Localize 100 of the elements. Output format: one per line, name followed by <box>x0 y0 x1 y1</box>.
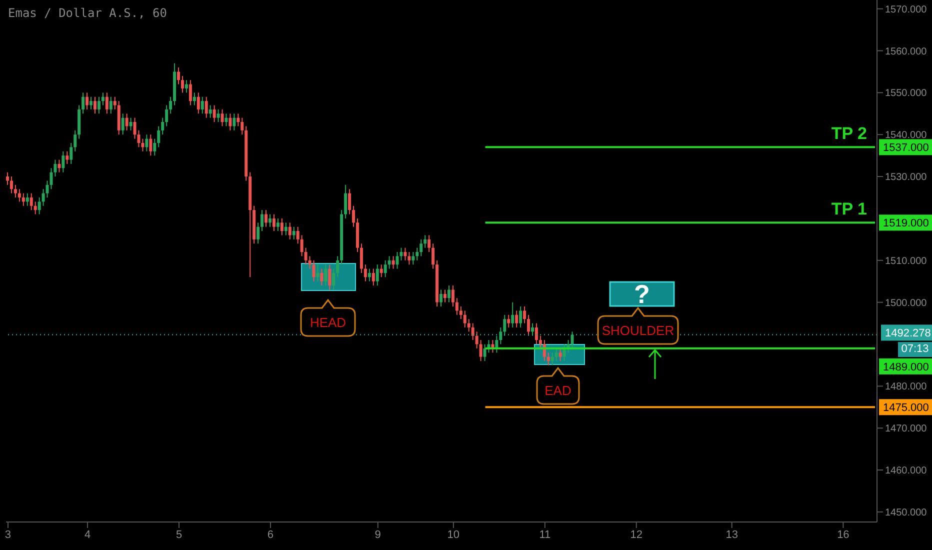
candlestick <box>404 247 407 261</box>
candlestick <box>554 348 558 362</box>
candlestick <box>538 335 542 349</box>
question-box: ? <box>609 281 675 307</box>
candlestick <box>177 67 180 85</box>
candlestick <box>208 104 212 118</box>
candlestick <box>292 226 296 240</box>
candlestick <box>204 96 208 118</box>
candlestick <box>447 285 450 303</box>
x-tick-label: 6 <box>267 528 274 541</box>
speech-callout: EAD <box>536 367 580 405</box>
candlestick <box>62 150 65 173</box>
candlestick <box>212 104 216 123</box>
candlestick <box>284 222 288 236</box>
candlestick <box>416 247 419 261</box>
candlestick <box>499 326 502 345</box>
annotation: ? <box>634 279 650 309</box>
x-tick-label: 13 <box>726 528 738 541</box>
candlestick <box>192 92 196 106</box>
y-tick-label: 1530.000 <box>885 172 928 184</box>
candlestick <box>352 205 356 228</box>
candlestick <box>228 113 232 131</box>
candlestick <box>368 268 371 282</box>
candlestick <box>6 172 9 186</box>
y-tick-label: 1540.000 <box>885 130 928 142</box>
candlestick <box>304 247 308 266</box>
candlestick <box>443 289 446 303</box>
candlestick <box>424 234 427 248</box>
candlestick <box>236 113 240 127</box>
y-tick-label: 1450.000 <box>885 507 928 518</box>
candlestick <box>161 117 164 136</box>
candlestick <box>188 80 192 106</box>
candlestick <box>392 256 395 270</box>
candlestick <box>440 289 443 307</box>
candlestick <box>432 243 435 270</box>
candlestick <box>527 314 530 336</box>
candlestick <box>14 184 17 198</box>
candlestick <box>26 192 29 206</box>
candlestick <box>157 126 160 148</box>
candlestick <box>280 218 284 236</box>
x-tick-label: 4 <box>84 528 91 541</box>
candlestick <box>97 96 100 114</box>
candlestick <box>125 113 128 131</box>
candlestick <box>546 352 550 366</box>
candlestick <box>82 92 85 114</box>
candlestick <box>380 264 383 278</box>
candlestick <box>455 298 458 316</box>
candlestick <box>534 322 538 345</box>
x-tick-label: 3 <box>4 528 12 541</box>
candlestick <box>180 75 184 94</box>
x-tick-label: 11 <box>539 528 551 541</box>
candlestick <box>332 268 336 290</box>
candlestick <box>220 108 224 127</box>
text: 07:13 <box>898 342 932 357</box>
candlestick <box>288 222 292 240</box>
candlestick <box>129 117 132 131</box>
candlestick <box>196 92 200 114</box>
candlestick <box>428 234 431 252</box>
x-tick-label: 5 <box>176 528 182 541</box>
candlestick <box>149 134 152 156</box>
candlestick <box>451 285 454 307</box>
candlestick <box>312 260 316 282</box>
candlestick <box>515 310 518 328</box>
candlestick <box>360 243 363 274</box>
candlestick <box>18 188 21 202</box>
annotation: SHOULDER <box>602 323 674 338</box>
candlestick <box>511 302 514 328</box>
candlestick <box>463 310 466 328</box>
candlestick <box>570 331 574 349</box>
candlestick <box>34 201 37 215</box>
candlestick <box>420 238 423 257</box>
candlestick <box>459 306 462 320</box>
candlestick <box>260 210 264 232</box>
annotation: HEAD <box>310 315 346 330</box>
candlestick <box>296 226 300 244</box>
annotation: EAD <box>544 383 572 398</box>
candlestick <box>121 113 124 136</box>
x-tick-label: 12 <box>630 528 643 541</box>
candlestick <box>300 234 304 257</box>
candlestick <box>58 159 61 173</box>
data-label: 1519.000 <box>883 218 929 230</box>
x-tick-label: 9 <box>374 528 381 541</box>
candlestick <box>324 264 328 286</box>
candlestick <box>74 130 77 152</box>
candlestick <box>408 251 411 266</box>
ref-line-label: 1492.278 <box>885 328 931 340</box>
candlestick <box>336 256 340 278</box>
candlestick <box>165 104 168 127</box>
candlestick <box>376 264 379 286</box>
candlestick <box>101 92 104 106</box>
y-tick-label: 1480.000 <box>885 382 928 393</box>
candlestick <box>10 176 13 194</box>
candlestick <box>328 264 332 290</box>
candlestick <box>105 92 108 114</box>
y-tick-label: 1510.000 <box>885 256 928 267</box>
x-tick-label: 10 <box>447 528 460 541</box>
candlestick <box>90 96 93 110</box>
data-label: 1475.000 <box>883 402 929 414</box>
y-tick-label: 1560.000 <box>885 46 928 58</box>
candlestick <box>384 260 387 278</box>
